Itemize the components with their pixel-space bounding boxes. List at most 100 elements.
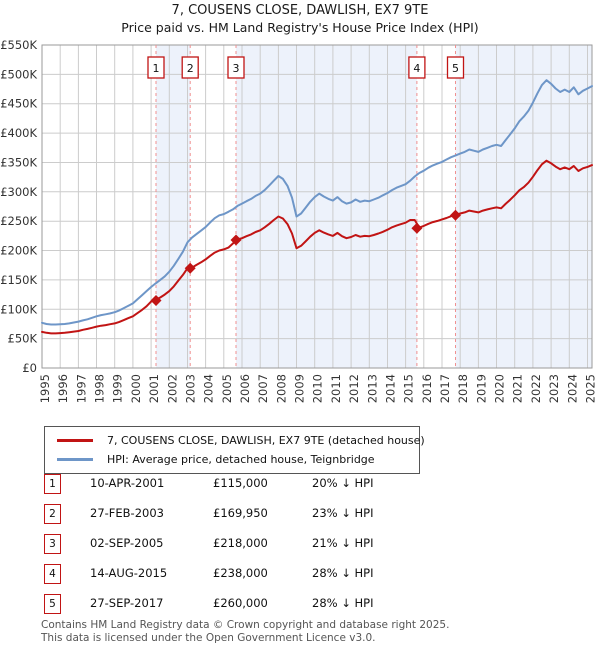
x-tick-label: 2011 (329, 374, 343, 403)
x-tick-label: 2005 (220, 374, 234, 403)
x-tick-label: 1996 (56, 374, 70, 403)
y-tick-label: £300K (0, 185, 37, 199)
sale-price: £260,000 (213, 596, 268, 610)
x-tick-label: 2024 (565, 374, 579, 403)
legend-entry: HPI: Average price, detached house, Teig… (45, 450, 419, 469)
page-subtitle: Price paid vs. HM Land Registry's House … (121, 20, 479, 35)
sale-date: 27-FEB-2003 (90, 506, 164, 520)
y-tick-label: £450K (0, 97, 37, 111)
x-tick-label: 1997 (74, 374, 88, 403)
x-tick-label: 2004 (202, 374, 216, 403)
sale-number-box (147, 56, 165, 79)
page-title: 7, COUSENS CLOSE, DAWLISH, EX7 9TE (171, 3, 429, 18)
x-tick-label: 2017 (438, 374, 452, 403)
sale-price: £169,950 (213, 506, 268, 520)
sale-table-row: 4 14-AUG-2015 £238,000 28% ↓ HPI (42, 562, 562, 592)
sale-number-box (181, 56, 199, 79)
sale-marker (230, 234, 242, 246)
sale-number-badge: 2 (44, 504, 61, 524)
y-tick-label: £250K (0, 214, 37, 228)
y-tick-label: £500K (0, 67, 37, 81)
sale-number-box-label: 1 (153, 62, 160, 75)
sale-number-box (227, 56, 245, 79)
sale-hpi-diff: 21% ↓ HPI (312, 536, 374, 550)
x-tick-label: 2013 (365, 374, 379, 403)
sale-hpi-diff: 28% ↓ HPI (312, 566, 374, 580)
sale-number-badge: 4 (44, 564, 61, 584)
sale-price: £115,000 (213, 476, 268, 490)
sale-number-box (408, 56, 426, 79)
legend-label: HPI: Average price, detached house, Teig… (107, 453, 375, 466)
x-tick-label: 2009 (293, 374, 307, 403)
sale-price: £238,000 (213, 566, 268, 580)
x-tick-label: 2018 (456, 374, 470, 403)
sale-number-box-label: 5 (452, 62, 459, 75)
sale-marker (450, 209, 461, 221)
sale-hpi-diff: 28% ↓ HPI (312, 596, 374, 610)
sale-number-box (446, 56, 465, 79)
x-tick-label: 2003 (184, 374, 198, 403)
y-tick-label: £100K (0, 302, 37, 316)
sale-table-row: 2 27-FEB-2003 £169,950 23% ↓ HPI (42, 502, 562, 532)
sale-marker (150, 295, 162, 306)
footer-line-1: Contains HM Land Registry data © Crown c… (41, 619, 450, 631)
footer-line-2: This data is licensed under the Open Gov… (41, 631, 376, 644)
sale-date: 27-SEP-2017 (90, 596, 164, 610)
y-tick-label: £150K (0, 273, 37, 287)
sale-marker (184, 262, 196, 274)
y-tick-label: £50K (8, 332, 38, 346)
sale-hpi-diff: 20% ↓ HPI (312, 476, 374, 490)
sale-table-row: 5 27-SEP-2017 £260,000 28% ↓ HPI (42, 592, 562, 622)
sale-number-badge: 1 (44, 474, 61, 494)
sale-number-badge: 5 (44, 594, 61, 614)
legend-label: 7, COUSENS CLOSE, DAWLISH, EX7 9TE (deta… (107, 434, 425, 447)
sale-table-row: 3 02-SEP-2005 £218,000 21% ↓ HPI (42, 532, 562, 562)
sales-table: 1 10-APR-2001 £115,000 20% ↓ HPI 2 27-FEB-200… (42, 472, 562, 622)
legend-line-swatch (57, 458, 93, 461)
y-tick-label: £550K (0, 38, 37, 52)
sale-number-box-label: 3 (233, 62, 240, 75)
x-tick-label: 2014 (384, 374, 398, 403)
x-tick-label: 2002 (165, 374, 179, 403)
x-tick-label: 2020 (493, 374, 507, 403)
y-tick-label: £400K (0, 126, 37, 140)
sale-number-box-label: 4 (413, 62, 420, 75)
x-tick-label: 2025 (584, 374, 598, 403)
x-tick-label: 2001 (147, 374, 161, 403)
sale-date: 14-AUG-2015 (90, 566, 168, 580)
x-tick-label: 2023 (547, 374, 561, 403)
shaded-band (156, 45, 191, 368)
sale-date: 10-APR-2001 (90, 476, 165, 490)
sale-hpi-diff: 23% ↓ HPI (312, 506, 374, 520)
sale-date: 02-SEP-2005 (90, 536, 164, 550)
x-tick-label: 2015 (402, 374, 416, 403)
plot-border (41, 44, 593, 369)
sale-table-row: 1 10-APR-2001 £115,000 20% ↓ HPI (42, 472, 562, 502)
sale-price: £218,000 (213, 536, 268, 550)
shaded-band (455, 45, 592, 368)
chart-legend: 7, COUSENS CLOSE, DAWLISH, EX7 9TE (deta… (44, 426, 425, 474)
copyright-footer: Contains HM Land Registry data © Crown c… (41, 619, 449, 644)
x-tick-label: 2016 (420, 374, 434, 403)
y-tick-label: £0 (22, 361, 37, 375)
x-tick-label: 2022 (529, 374, 543, 403)
x-tick-label: 1995 (38, 374, 52, 403)
sale-number-box-label: 2 (187, 62, 194, 75)
hpi-line (41, 79, 593, 326)
x-tick-label: 2008 (274, 374, 288, 403)
x-tick-label: 2012 (347, 374, 361, 403)
legend-line-swatch (57, 439, 93, 442)
sale-number-badge: 3 (44, 534, 61, 554)
x-tick-label: 1999 (111, 374, 125, 403)
x-tick-label: 2000 (129, 374, 143, 403)
x-tick-label: 2006 (238, 374, 252, 403)
price-history-chart: £0 £50K £100K £150K £200K £250K £300K £350K £400… (0, 38, 598, 403)
sale-marker (411, 222, 423, 234)
x-tick-label: 1998 (93, 374, 107, 403)
shaded-band (236, 45, 417, 368)
legend-entry: 7, COUSENS CLOSE, DAWLISH, EX7 9TE (deta… (45, 431, 425, 450)
property-price-line (41, 159, 593, 335)
y-tick-label: £200K (0, 244, 37, 258)
x-tick-label: 2021 (511, 374, 525, 403)
